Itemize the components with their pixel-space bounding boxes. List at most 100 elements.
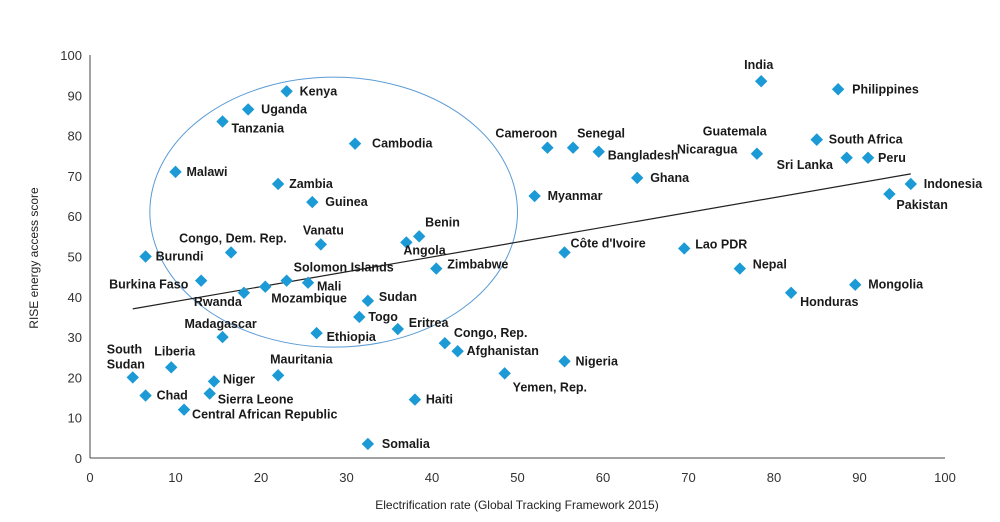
label-honduras: Honduras: [800, 295, 858, 309]
y-tick-label: 80: [68, 129, 82, 144]
label-nigeria: Nigeria: [576, 354, 619, 368]
label-ghana: Ghana: [650, 171, 690, 185]
label-sierra-leone: Sierra Leone: [218, 393, 294, 407]
point-afghanistan: [451, 345, 464, 358]
label-sudan: Sudan: [379, 290, 417, 304]
label-lao-pdr: Lao PDR: [695, 237, 747, 251]
label-myanmar: Myanmar: [548, 189, 603, 203]
x-tick-label: 0: [86, 470, 93, 485]
label-haiti: Haiti: [426, 393, 453, 407]
x-axis-title: Electrification rate (Global Tracking Fr…: [375, 498, 658, 512]
label-afghanistan: Afghanistan: [467, 344, 539, 358]
point-yemen-rep: [498, 367, 511, 380]
x-tick-label: 30: [339, 470, 353, 485]
y-tick-label: 50: [68, 250, 82, 265]
point-philippines: [831, 83, 845, 96]
x-tick-label: 50: [510, 470, 524, 485]
point-south-sudan: [126, 371, 139, 384]
label-c-te-d-ivoire: Côte d'Ivoire: [571, 236, 646, 250]
y-tick-label: 10: [68, 411, 82, 426]
y-tick-label: 30: [68, 330, 82, 345]
label-burundi: Burundi: [156, 250, 204, 264]
label-guinea: Guinea: [325, 195, 368, 209]
point-pakistan: [883, 187, 896, 201]
point-myanmar: [528, 189, 541, 203]
label-philippines: Philippines: [852, 82, 919, 96]
label-angola: Angola: [403, 243, 446, 257]
point-india: [754, 74, 768, 88]
x-tick-label: 60: [596, 470, 610, 485]
point-burundi: [139, 250, 152, 263]
point-uganda: [241, 103, 255, 116]
label-mongolia: Mongolia: [868, 278, 924, 292]
label-congo-rep: Congo, Rep.: [454, 326, 528, 340]
point-rwanda: [237, 286, 251, 299]
point-zimbabwe: [430, 262, 443, 275]
label-somalia: Somalia: [382, 437, 431, 451]
point-cameroon: [541, 141, 554, 154]
label-congo-dem-rep: Congo, Dem. Rep.: [179, 231, 287, 245]
y-tick-label: 70: [68, 169, 82, 184]
point-angola: [400, 236, 413, 249]
point-kenya: [280, 85, 293, 98]
y-tick-label: 0: [75, 451, 82, 466]
point-congo-rep: [438, 336, 452, 350]
point-sierra-leone: [203, 387, 216, 400]
y-tick-label: 20: [68, 370, 82, 385]
label-bangladesh: Bangladesh: [608, 149, 679, 163]
point-liberia: [165, 361, 178, 374]
point-sri-lanka: [840, 151, 853, 164]
point-eritrea: [391, 322, 404, 336]
label-south-africa: South Africa: [829, 133, 904, 147]
label-zambia: Zambia: [289, 177, 334, 191]
tick-labels: 0 10 20 30 40 50 60 70 80 90 100 0 10 20 30 40 50 60 70 80 9…: [60, 48, 956, 485]
label-zimbabwe: Zimbabwe: [447, 258, 508, 272]
point-solomon-islands: [280, 274, 293, 287]
point-senegal: [566, 141, 580, 154]
label-rwanda: Rwanda: [194, 295, 243, 309]
label-nepal: Nepal: [753, 258, 787, 272]
label-senegal: Senegal: [577, 127, 625, 141]
point-tanzania: [216, 115, 229, 128]
label-togo: Togo: [368, 310, 398, 324]
label-central-african-republic: Central African Republic: [192, 408, 337, 422]
label-madagascar: Madagascar: [185, 317, 257, 331]
x-tick-label: 90: [852, 470, 866, 485]
point-honduras: [784, 286, 798, 299]
point-nepal: [733, 262, 746, 275]
label-burkina-faso: Burkina Faso: [109, 278, 189, 292]
point-burkina-faso: [194, 274, 208, 287]
label-mauritania: Mauritania: [270, 352, 334, 366]
x-tick-label: 20: [254, 470, 268, 485]
point-mozambique: [259, 280, 272, 293]
label-pakistan: Pakistan: [896, 198, 947, 212]
label-malawi: Malawi: [187, 165, 228, 179]
label-eritrea: Eritrea: [409, 316, 450, 330]
point-vanatu: [314, 238, 328, 251]
point-cambodia: [348, 137, 362, 150]
y-tick-label: 90: [68, 88, 82, 103]
label-chad: Chad: [157, 389, 188, 403]
point-mauritania: [271, 369, 285, 382]
label-india: India: [744, 58, 774, 72]
label-mozambique: Mozambique: [271, 292, 347, 306]
x-tick-label: 100: [934, 470, 956, 485]
label-mali: Mali: [317, 280, 341, 294]
point-lao-pdr: [678, 242, 691, 255]
label-guatemala: Guatemala: [703, 125, 768, 139]
x-tick-label: 70: [681, 470, 695, 485]
point-somalia: [361, 437, 375, 451]
x-tick-label: 40: [425, 470, 439, 485]
x-tick-label: 80: [767, 470, 781, 485]
point-chad: [139, 389, 152, 402]
point-haiti: [408, 393, 422, 406]
point-guinea: [306, 195, 319, 209]
label-solomon-islands: Solomon Islands: [294, 261, 394, 275]
point-malawi: [169, 165, 182, 179]
x-tick-label: 10: [168, 470, 182, 485]
point-bangladesh: [592, 145, 605, 158]
point-sudan: [361, 294, 375, 308]
label-nicaragua: Nicaragua: [677, 143, 738, 157]
point-congo-dem-rep: [224, 246, 238, 259]
